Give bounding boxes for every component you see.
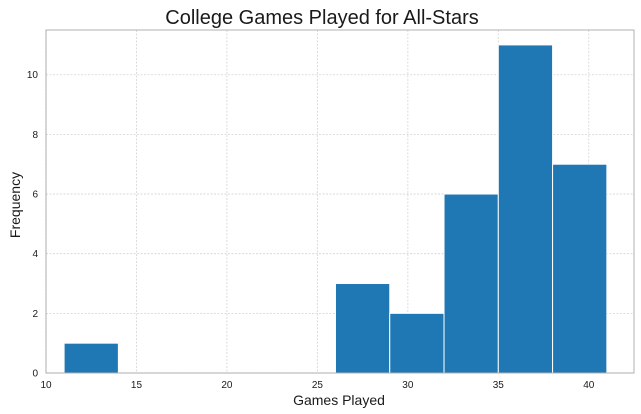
chart-title: College Games Played for All-Stars — [165, 7, 478, 29]
x-tick-label: 35 — [493, 380, 505, 391]
y-tick-label: 4 — [32, 249, 38, 260]
x-tick-label: 40 — [583, 380, 595, 391]
y-axis-ticks: 0 2 4 6 8 10 — [27, 70, 39, 379]
y-axis-label: Frequency — [7, 172, 23, 238]
y-tick-label: 6 — [32, 190, 38, 201]
y-tick-label: 0 — [32, 369, 38, 380]
histogram-bar — [552, 163, 608, 374]
plot-frame — [45, 29, 635, 374]
x-tick-label: 30 — [402, 380, 414, 391]
histogram-bar — [389, 312, 445, 374]
y-tick-label: 2 — [32, 309, 38, 320]
histogram-bar — [497, 44, 554, 374]
histogram-bar — [443, 193, 499, 374]
x-tick-label: 20 — [221, 380, 233, 391]
histogram-bar — [334, 283, 391, 374]
x-axis-label: Games Played — [293, 392, 385, 408]
y-tick-label: 8 — [32, 130, 38, 141]
x-axis-ticks: 10 15 20 25 30 35 40 — [40, 380, 594, 391]
y-tick-label: 10 — [27, 70, 39, 81]
bars — [63, 44, 608, 374]
x-tick-label: 10 — [40, 380, 52, 391]
x-tick-label: 15 — [131, 380, 143, 391]
x-tick-label: 25 — [312, 380, 324, 391]
histogram-bar — [63, 342, 119, 374]
